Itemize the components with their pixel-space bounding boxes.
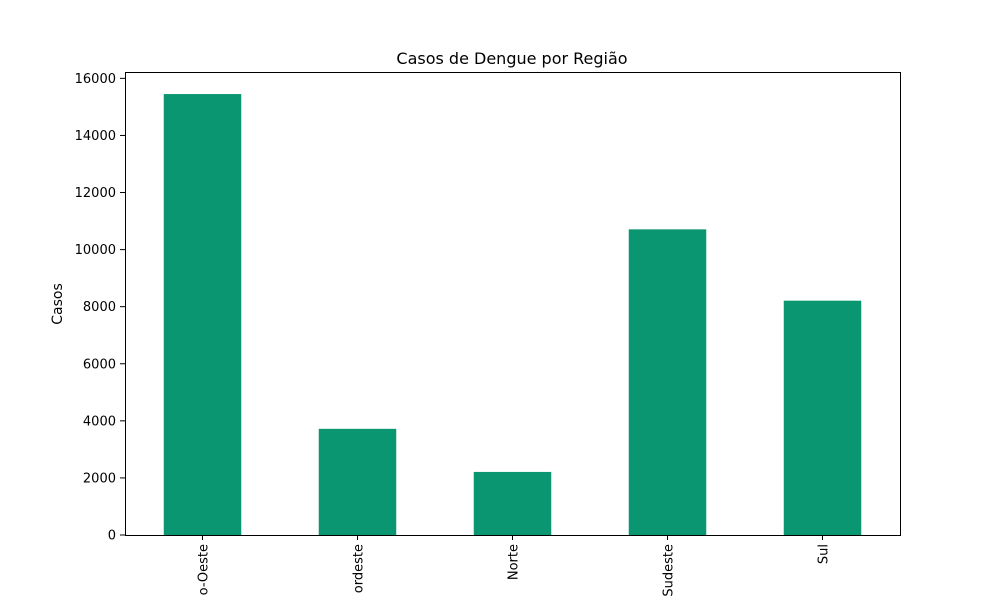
bar-0 [163,94,242,535]
y-tick-label: 8000 [83,300,116,315]
bars-group [163,94,862,535]
y-tick-label: 4000 [83,414,116,429]
x-tick-label: Sul [817,544,832,564]
y-tick-label: 10000 [75,243,116,258]
y-axis-ticks: 0 2000 4000 6000 8000 10000 12000 14000 16000 [75,72,125,544]
y-tick-label: 6000 [83,357,116,372]
x-tick-label: Sudeste [662,544,677,597]
y-axis-label: Casos [50,283,66,325]
y-tick-label: 2000 [83,471,116,486]
y-tick-label: 12000 [75,186,116,201]
chart-title: Casos de Dengue por Região [396,49,627,68]
plot-frame [125,72,901,536]
y-tick-label: 0 [108,529,116,544]
y-tick-label: 16000 [75,72,116,87]
x-tick-label: ordeste [352,544,367,593]
x-tick-label: Norte [507,544,522,580]
bar-4 [783,300,862,535]
x-tick-label: o-Oeste [197,544,212,595]
bar-2 [473,471,552,535]
x-axis-ticks: o-Oeste ordeste Norte Sudeste Sul [197,535,832,597]
bar-1 [318,428,397,535]
y-tick-label: 14000 [75,129,116,144]
bar-3 [628,229,707,535]
